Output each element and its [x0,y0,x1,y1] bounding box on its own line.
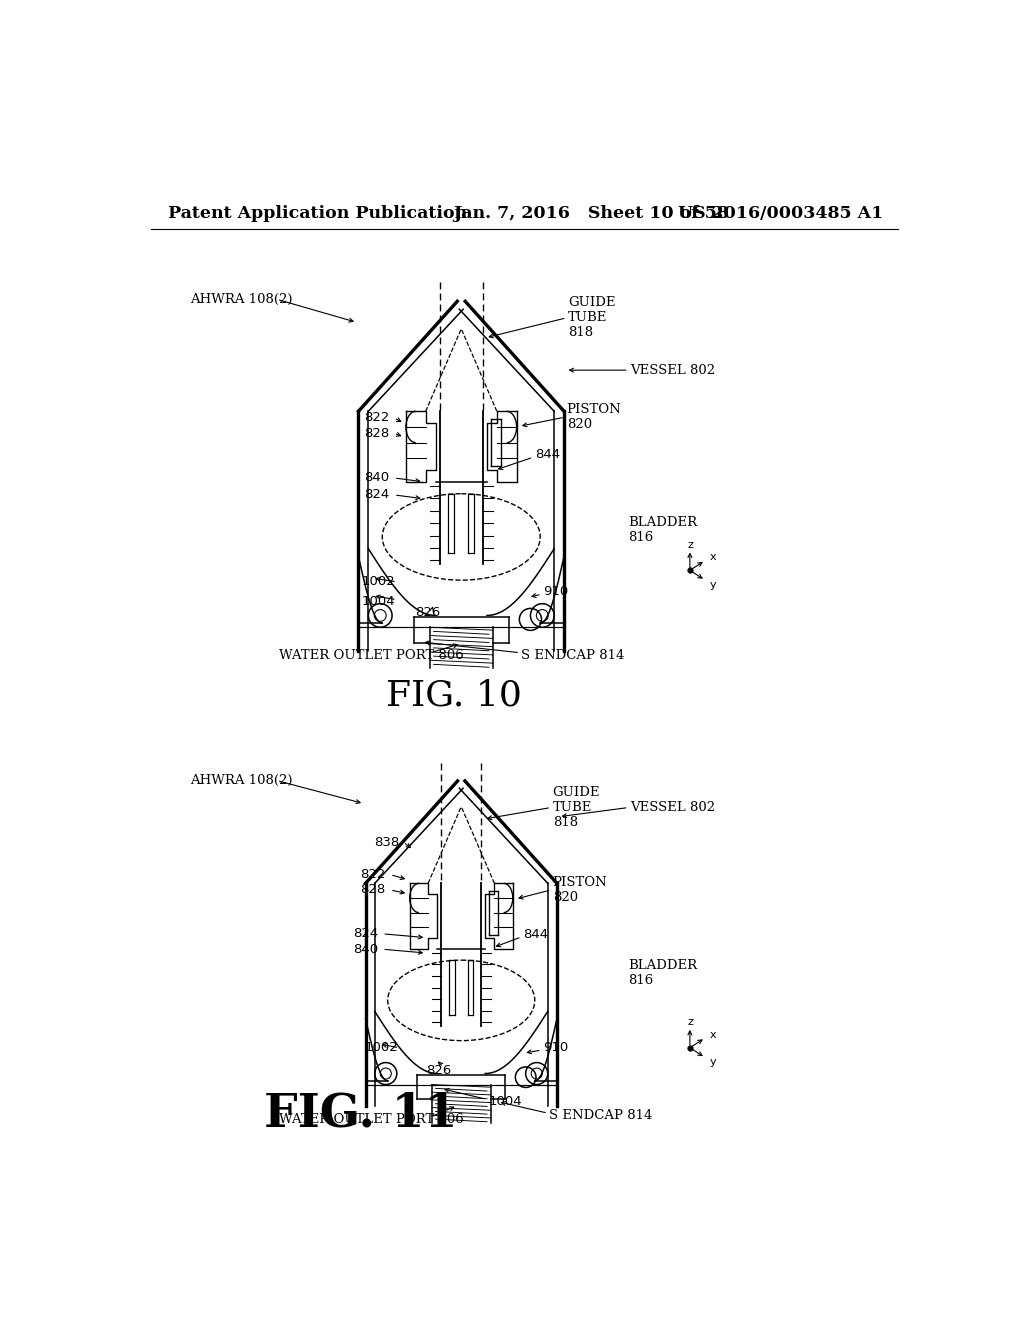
Text: 844: 844 [535,449,560,462]
Text: z: z [687,1018,693,1027]
Text: US 2016/0003485 A1: US 2016/0003485 A1 [678,206,884,222]
Text: 910: 910 [543,1041,568,1055]
Text: FIG. 11: FIG. 11 [263,1090,457,1137]
Text: 840: 840 [365,471,389,484]
Text: 1004: 1004 [362,594,395,607]
Text: 822: 822 [360,869,386,880]
Text: 824: 824 [352,927,378,940]
Text: 838: 838 [375,836,399,849]
Text: 844: 844 [523,928,549,941]
Text: 1002: 1002 [362,576,396,589]
Text: 828: 828 [365,426,389,440]
Text: AHWRA 108(2): AHWRA 108(2) [190,774,293,787]
Text: S ENDCAP 814: S ENDCAP 814 [549,1109,652,1122]
Text: x: x [710,1030,717,1040]
Text: Patent Application Publication: Patent Application Publication [168,206,468,222]
Text: BLADDER
816: BLADDER 816 [628,516,697,544]
Text: 910: 910 [543,585,568,598]
Text: FIG. 10: FIG. 10 [386,678,521,711]
Text: VESSEL 802: VESSEL 802 [630,801,716,814]
Text: BLADDER
816: BLADDER 816 [628,960,697,987]
Text: GUIDE
TUBE
818: GUIDE TUBE 818 [553,785,600,829]
Text: 1002: 1002 [365,1041,398,1055]
Text: y: y [710,1057,717,1068]
Text: 826: 826 [426,1064,452,1077]
Text: WATER OUTLET PORT 806: WATER OUTLET PORT 806 [280,648,464,661]
Text: z: z [687,540,693,550]
Text: 826: 826 [415,606,440,619]
Text: 824: 824 [365,488,389,502]
Text: y: y [710,579,717,590]
Text: GUIDE
TUBE
818: GUIDE TUBE 818 [568,296,615,339]
Text: 828: 828 [360,883,386,896]
Text: WATER OUTLET PORT 806: WATER OUTLET PORT 806 [280,1113,464,1126]
Text: 822: 822 [365,412,390,425]
Text: S ENDCAP 814: S ENDCAP 814 [521,648,625,661]
Text: 840: 840 [352,942,378,956]
Text: x: x [710,552,717,562]
Text: Jan. 7, 2016   Sheet 10 of 58: Jan. 7, 2016 Sheet 10 of 58 [454,206,729,222]
Text: PISTON
820: PISTON 820 [553,876,607,904]
Text: PISTON
820: PISTON 820 [566,403,622,432]
Text: 1004: 1004 [488,1096,522,1109]
Text: VESSEL 802: VESSEL 802 [630,363,716,376]
Text: AHWRA 108(2): AHWRA 108(2) [190,293,293,306]
